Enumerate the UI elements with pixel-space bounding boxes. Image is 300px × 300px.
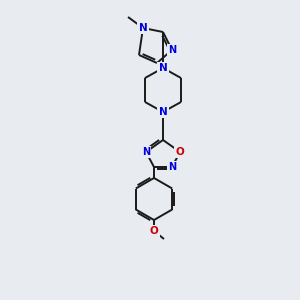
Text: N: N (159, 63, 167, 73)
Text: N: N (168, 162, 176, 172)
Text: O: O (176, 147, 184, 157)
Text: N: N (168, 45, 176, 55)
Text: O: O (150, 226, 158, 236)
Text: N: N (142, 147, 150, 157)
Text: N: N (159, 107, 167, 117)
Text: N: N (139, 23, 147, 33)
